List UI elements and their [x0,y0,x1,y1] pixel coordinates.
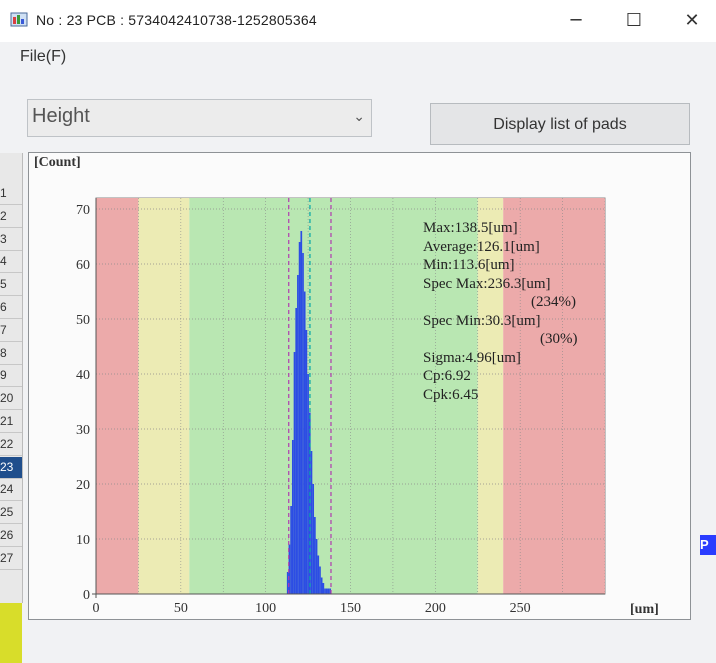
histogram-bar [286,572,289,594]
x-tick-label: 200 [425,601,446,612]
row-item[interactable]: 20 [0,388,22,411]
histogram-bar [305,330,308,594]
spec-band [138,198,190,594]
row-item[interactable]: 1 [0,183,22,205]
row-item[interactable]: 4 [0,251,22,274]
y-tick-label: 40 [76,368,90,383]
close-button[interactable]: ✕ [684,10,700,31]
stat-spec-max-pct: (234%) [531,294,576,310]
row-item[interactable]: 27 [0,548,22,570]
row-item[interactable]: 25 [0,502,22,525]
stat-sigma: Sigma:4.96[um] [423,349,521,366]
histogram-bar [322,583,325,594]
histogram-bar [302,253,304,594]
stat-max: Max:138.5[um] [423,220,518,236]
row-item[interactable]: 26 [0,525,22,547]
row-list: 1 2 3 4 5 6 7 8 9 20 21 22 23 24 25 26 27 [0,153,23,603]
stat-min: Min:113.6[um] [423,257,515,273]
y-tick-label: 20 [76,478,90,493]
y-axis-unit: [Count] [34,155,81,170]
histogram-bar [307,374,309,594]
histogram-bar [329,588,331,594]
yellow-strip [0,603,22,663]
maximize-button[interactable]: ☐ [625,10,643,31]
x-tick-label: 100 [255,601,276,612]
histogram-bar [310,451,313,594]
row-item[interactable]: 7 [0,320,22,342]
histogram-bar [295,308,298,594]
stat-cp: Cp:6.92 [423,368,471,384]
y-tick-label: 10 [76,533,90,548]
histogram-bar [315,539,318,594]
row-item[interactable]: 23 [0,456,22,479]
row-item[interactable]: 5 [0,274,22,297]
histogram-bar [317,555,320,594]
row-item[interactable]: 22 [0,434,22,456]
stat-average: Average:126.1[um] [423,238,540,255]
chevron-down-icon: ⌄ [353,109,365,125]
app-icon [10,12,28,27]
x-tick-label: 50 [174,601,188,612]
histogram-bar [325,588,328,594]
stat-spec-min-pct: (30%) [540,331,578,347]
histogram-bar [308,412,311,594]
histogram-bar [312,484,315,594]
row-item[interactable]: 3 [0,229,22,251]
row-item[interactable]: 21 [0,411,22,433]
measurement-select[interactable]: Height ⌄ [27,99,372,137]
right-edge-label: P [700,535,716,555]
x-tick-label: 150 [340,601,361,612]
title-bar: No : 23 PCB : 5734042410738-1252805364 ─… [0,0,716,42]
histogram-bar [298,242,301,594]
minimize-button[interactable]: ─ [570,10,582,31]
menu-file[interactable]: File(F) [20,48,67,65]
histogram-bar [297,275,299,594]
stats-box: Max:138.5[um] Average:126.1[um] Min:113.… [423,219,613,404]
stat-spec-min: Spec Min:30.3[um] [423,312,541,329]
histogram-chart: 0 10 20 30 40 50 60 70 0 50 100 150 200 250 [76,197,606,612]
row-item[interactable]: 24 [0,479,22,502]
y-tick-label: 0 [83,588,90,603]
row-item[interactable]: 8 [0,343,22,365]
row-item[interactable]: 9 [0,365,22,388]
histogram-bar [291,440,294,594]
histogram-bar [290,506,292,594]
stat-cpk: Cpk:6.45 [423,386,479,403]
histogram-bar [288,544,291,594]
y-tick-label: 50 [76,313,90,328]
histogram-bar [314,517,316,594]
row-item[interactable]: 6 [0,297,22,319]
histogram-bar [324,588,326,594]
row-item[interactable]: 2 [0,206,22,228]
menu-bar: File(F) [0,44,716,74]
spec-band [96,198,139,594]
measurement-select-value: Height [32,105,90,127]
stat-spec-max: Spec Max:236.3[um] [423,275,551,292]
x-axis-unit: [um] [630,602,659,617]
display-pads-button[interactable]: Display list of pads [430,103,690,145]
y-tick-label: 30 [76,423,90,438]
y-tick-label: 60 [76,258,90,273]
histogram-bar [319,566,321,594]
y-tick-label: 70 [76,203,90,218]
window-title: No : 23 PCB : 5734042410738-1252805364 [36,12,317,28]
x-tick-label: 250 [510,601,531,612]
histogram-bar [303,291,306,594]
histogram-bar [293,352,296,594]
histogram-bar [320,577,323,594]
x-tick-label: 0 [93,601,100,612]
histogram-bar [327,588,330,594]
histogram-bar [300,231,303,594]
